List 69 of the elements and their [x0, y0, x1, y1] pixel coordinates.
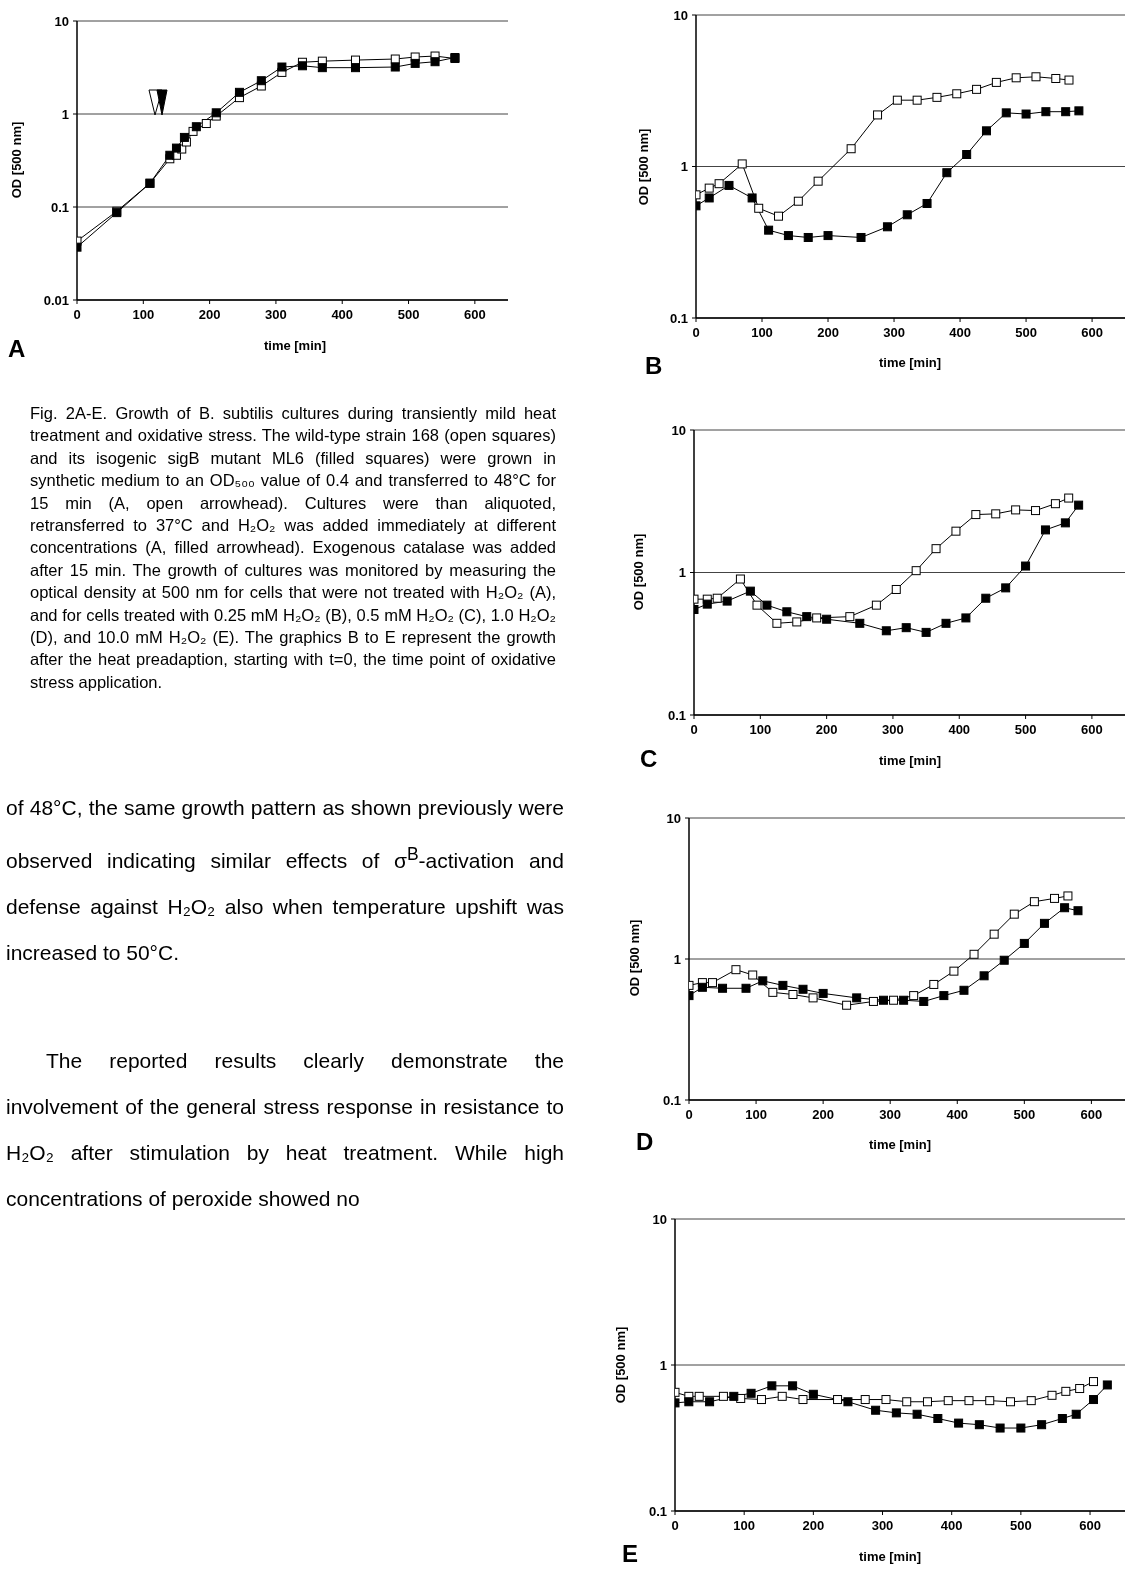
x-tick-label: 200 — [198, 307, 221, 323]
text: of 48°C, the same growth pattern as shown previously were observed indicating similar effects of σ$^{B}$-activation and defense against H₂O₂ also when temperature upshift was increased to 50°C. — [6, 796, 564, 964]
x-tick-label: 300 — [879, 1107, 902, 1123]
x-tick-label: 200 — [802, 1518, 825, 1534]
x-tick-label: 0 — [690, 722, 698, 738]
x-tick-label: 0 — [685, 1107, 693, 1123]
x-axis-title: time [min] — [877, 753, 943, 768]
y-tick-label: 0.1 — [50, 199, 69, 215]
y-axis-title: OD [500 nm] — [627, 918, 643, 999]
x-tick-label: 300 — [265, 307, 287, 323]
x-tick-label: 500 — [1010, 1518, 1032, 1534]
text: B — [645, 352, 663, 380]
x-tick-label: 100 — [751, 325, 773, 341]
x-tick-label: 100 — [749, 722, 772, 738]
x-tick-label: 400 — [949, 325, 971, 341]
x-tick-label: 500 — [1013, 1107, 1036, 1123]
y-tick-label: 1 — [61, 106, 69, 122]
y-tick-label: 1 — [659, 1357, 667, 1373]
x-tick-label: 600 — [1079, 1518, 1101, 1534]
x-tick-label: 100 — [132, 307, 155, 323]
x-axis-title: time [min] — [857, 1549, 923, 1564]
y-tick-label: 0.1 — [667, 707, 686, 723]
y-tick-label: 10 — [666, 810, 681, 826]
y-tick-label: 0.1 — [669, 310, 688, 326]
x-tick-label: 300 — [871, 1518, 894, 1534]
y-tick-label: 1 — [680, 159, 688, 175]
x-axis-title: time [min] — [877, 355, 943, 370]
x-tick-label: 600 — [463, 307, 486, 323]
y-tick-label: 1 — [673, 951, 681, 967]
y-axis-title: OD [500 nm] — [613, 1325, 629, 1406]
x-tick-label: 500 — [1014, 722, 1037, 738]
text: C — [640, 745, 658, 773]
x-tick-label: 200 — [817, 325, 839, 341]
x-axis-title: time [min] — [867, 1137, 933, 1152]
y-tick-label: 1 — [678, 565, 686, 581]
x-tick-label: 100 — [733, 1518, 756, 1534]
x-tick-label: 0 — [73, 307, 81, 323]
x-tick-label: 500 — [397, 307, 420, 323]
x-axis-title: time [min] — [262, 338, 328, 353]
x-tick-label: 600 — [1081, 722, 1103, 738]
x-tick-label: 300 — [883, 325, 905, 341]
x-tick-label: 100 — [745, 1107, 767, 1123]
text: A — [8, 335, 26, 363]
y-tick-label: 10 — [673, 7, 688, 23]
y-tick-label: 0.01 — [43, 292, 69, 308]
x-tick-label: 600 — [1081, 325, 1103, 341]
x-tick-label: 400 — [940, 1518, 963, 1534]
x-tick-label: 0 — [692, 325, 700, 341]
y-tick-label: 10 — [671, 422, 686, 438]
y-tick-label: 10 — [54, 13, 69, 29]
y-tick-label: 0.1 — [648, 1503, 667, 1519]
y-tick-label: 10 — [652, 1211, 667, 1227]
text: The reported results clearly demonstrate the involvement of the general stress response in resistance to H₂O₂ after stimulation by heat treatment. While high concentrations of peroxide showed no — [6, 1048, 564, 1212]
text: Fig. 2A-E. Growth of B. subtilis cultures during transiently mild heat treatment and oxidative stress. The wild-type strain 168 (open squares) and its isogenic sigB mutant ML6 (filled squares) were grown in synthetic medium to an OD₅₀₀ value of 0.4 and transferred to 48°C for 15 min (A, open arrowhead). Cultures were than aliquoted, retransferred to 37°C and H₂O₂ was added immediately at different concentrations (A, filled arrowhead). Exogenous catalase was added after 15 min. The growth of cultures was monitored by measuring the optical density at 500 nm for cells that were not treated with H₂O₂ (A), and for cells treated with 0.25 mM H₂O₂ (B), 0.5 mM H₂O₂ (C), 1.0 H₂O₂ (D), and 10.0 mM H₂O₂ (E). The graphics B to E represent the growth after the heat preadaption, starting with t=0, the time point of oxidative stress application. — [30, 404, 556, 691]
x-tick-label: 400 — [948, 722, 971, 738]
x-tick-label: 500 — [1015, 325, 1037, 341]
x-tick-label: 200 — [812, 1107, 834, 1123]
x-tick-label: 0 — [671, 1518, 679, 1534]
x-tick-label: 400 — [946, 1107, 969, 1123]
y-tick-label: 0.1 — [662, 1092, 681, 1108]
text: D — [636, 1128, 654, 1156]
x-tick-label: 400 — [331, 307, 354, 323]
x-tick-label: 200 — [815, 722, 838, 738]
y-axis-title: OD [500 nm] — [631, 532, 647, 613]
y-axis-title: OD [500 nm] — [636, 127, 652, 208]
x-tick-label: 600 — [1080, 1107, 1103, 1123]
y-axis-title: OD [500 nm] — [9, 120, 25, 201]
text: E — [622, 1540, 639, 1568]
x-tick-label: 300 — [882, 722, 904, 738]
